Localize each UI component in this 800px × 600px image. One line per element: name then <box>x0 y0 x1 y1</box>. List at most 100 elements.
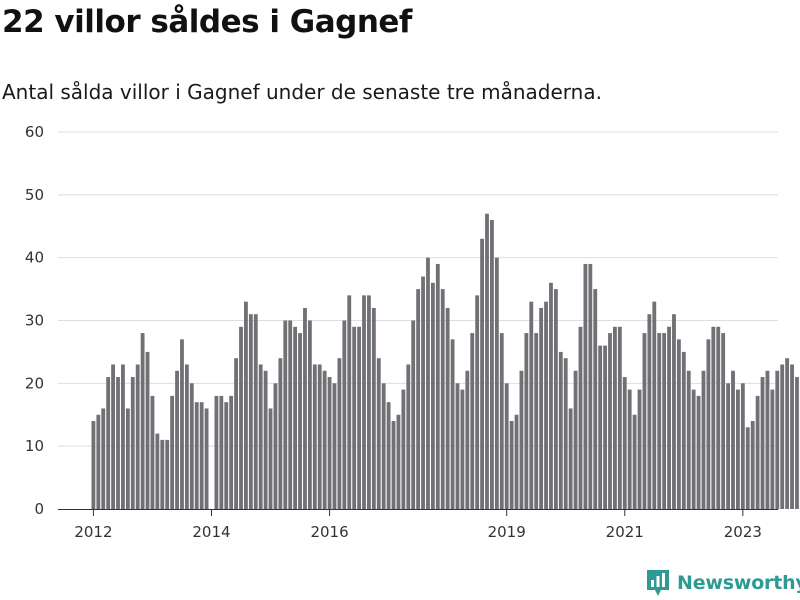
bar <box>347 295 352 509</box>
bar <box>514 414 519 509</box>
bar <box>312 364 317 509</box>
newsworthy-logo-icon <box>647 570 669 596</box>
bar <box>529 301 534 509</box>
bar <box>647 314 652 509</box>
bar <box>578 326 583 509</box>
bar <box>780 364 785 509</box>
bar <box>357 326 361 509</box>
bar <box>96 414 101 509</box>
bar <box>229 395 234 509</box>
bar <box>627 389 632 509</box>
bar <box>273 383 278 509</box>
bar <box>622 377 627 509</box>
bar <box>475 295 480 509</box>
bar <box>194 402 199 509</box>
bar <box>588 263 593 509</box>
bar <box>775 370 780 509</box>
bar <box>406 364 411 509</box>
bar <box>450 339 455 509</box>
bar <box>283 320 288 509</box>
bar <box>637 389 642 509</box>
x-tick-label: 2019 <box>488 523 526 541</box>
bar <box>165 439 170 509</box>
y-tick-label: 0 <box>34 500 44 518</box>
bar <box>214 395 219 509</box>
bar <box>657 333 662 509</box>
bar <box>445 307 450 509</box>
newsworthy-brand: Newsworthy <box>645 568 800 598</box>
bar <box>765 370 770 509</box>
bar <box>480 238 484 510</box>
bar <box>371 307 376 509</box>
x-tick-label: 2016 <box>310 523 348 541</box>
bar <box>352 326 357 509</box>
bar <box>381 383 386 509</box>
bar <box>755 395 760 509</box>
bar <box>745 427 750 509</box>
bar <box>116 377 120 509</box>
bar <box>760 377 765 509</box>
bar <box>485 213 489 509</box>
bar <box>253 314 258 509</box>
bar <box>593 289 598 509</box>
bar <box>499 333 504 509</box>
bar <box>317 364 322 509</box>
bar <box>608 333 612 509</box>
x-tick-label: 2021 <box>606 523 644 541</box>
x-tick-label: 2014 <box>192 523 230 541</box>
bar <box>652 301 657 509</box>
bar <box>470 333 475 509</box>
bar <box>524 333 529 509</box>
bar <box>726 383 730 509</box>
bar <box>736 389 740 509</box>
bar <box>91 421 96 509</box>
bar <box>494 257 499 509</box>
y-tick-label: 60 <box>25 123 44 141</box>
bar <box>711 326 716 509</box>
bar <box>701 370 706 509</box>
bar <box>740 383 745 509</box>
bar <box>632 414 637 509</box>
chart-title: 22 villor såldes i Gagnef <box>2 4 412 40</box>
bar <box>568 408 573 509</box>
bar <box>401 389 406 509</box>
y-axis-ticks: 0 10 20 30 40 50 60 <box>25 123 44 518</box>
bar <box>421 276 425 509</box>
x-axis: 2012201420162019202120232025 <box>58 509 778 541</box>
bar <box>150 395 155 509</box>
bar <box>342 320 347 509</box>
bar <box>160 439 165 509</box>
bar <box>180 339 184 509</box>
bar <box>248 314 253 509</box>
bar <box>125 408 130 509</box>
bar <box>337 358 342 509</box>
bar <box>386 402 391 509</box>
bar <box>258 364 263 509</box>
bar <box>293 326 298 509</box>
bar <box>731 370 735 509</box>
bar <box>145 351 150 509</box>
bar <box>391 421 396 509</box>
bar <box>558 351 563 509</box>
bar <box>288 320 293 509</box>
bar <box>440 289 445 509</box>
x-tick-label: 2023 <box>724 523 762 541</box>
y-tick-label: 10 <box>25 437 44 455</box>
bar <box>544 301 548 509</box>
bar <box>770 389 775 509</box>
bar <box>175 370 179 509</box>
bar <box>553 289 558 509</box>
bar <box>327 377 332 509</box>
bar <box>667 326 671 509</box>
bar <box>239 326 243 509</box>
y-tick-label: 30 <box>25 312 44 330</box>
bar <box>396 414 401 509</box>
bar <box>426 257 430 509</box>
x-tick-label: 2012 <box>74 523 112 541</box>
bar <box>686 370 691 509</box>
bar <box>795 377 799 509</box>
bar <box>155 433 160 509</box>
y-tick-label: 50 <box>25 186 44 204</box>
bar <box>303 307 307 509</box>
